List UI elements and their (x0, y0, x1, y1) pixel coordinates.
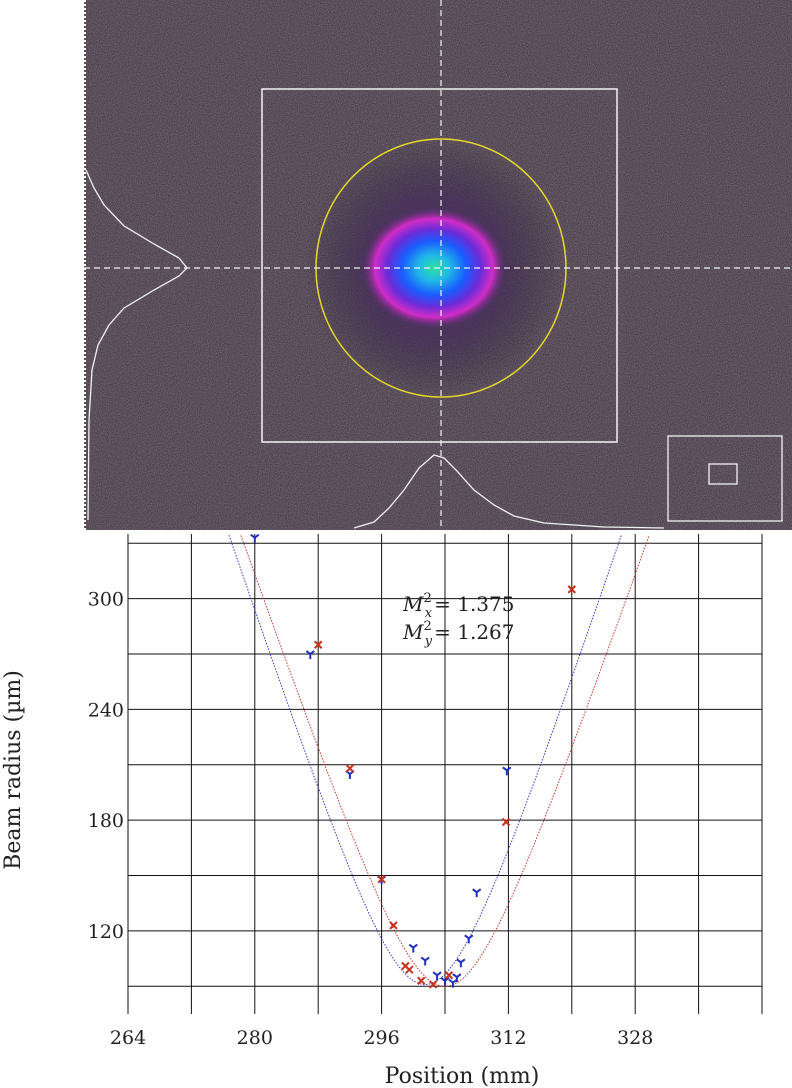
marker-stroke (448, 978, 454, 984)
marker-tri-point (502, 766, 512, 776)
svg-text:M2y= 1.267: M2 y = 1.267 (402, 619, 515, 649)
marker-stroke (456, 958, 462, 964)
my-prefix: M (402, 620, 424, 644)
y-axis-label: Beam radius (µm) (1, 670, 26, 870)
marker-x-point (417, 976, 426, 985)
fit-curve-y (240, 535, 650, 987)
marker-stroke (405, 965, 414, 974)
y-tick-label: 120 (88, 921, 124, 943)
marker-stroke (476, 888, 482, 893)
marker-stroke (460, 958, 466, 964)
marker-stroke (502, 766, 508, 772)
my-sup: 2 (423, 619, 431, 634)
vertical-profile-curve (85, 169, 188, 521)
marker-stroke (444, 971, 454, 980)
mx-prefix: M (402, 592, 424, 616)
horizontal-profile-curve (353, 454, 665, 529)
marker-stroke (432, 971, 438, 977)
marker-stroke (305, 650, 311, 655)
marker-tri-point (305, 650, 315, 659)
marker-tri-point (250, 533, 260, 543)
marker-stroke (424, 956, 430, 962)
overview-roi (708, 463, 738, 485)
roi-box (261, 88, 618, 443)
marker-stroke (254, 533, 260, 539)
marker-stroke (567, 585, 577, 594)
marker-tri-point (472, 888, 482, 898)
y-tick-label: 240 (88, 699, 124, 721)
marker-stroke (444, 976, 450, 982)
annotation-mx: M2 x = 1.375 (402, 591, 514, 621)
x-tick-label: 280 (237, 1027, 273, 1049)
my-value: = 1.267 (434, 620, 514, 644)
x-tick-label: 312 (490, 1027, 526, 1049)
marker-tri-point (432, 971, 442, 981)
marker-x-point (313, 640, 323, 649)
marker-tri-point (408, 943, 418, 953)
fit-curve-x (228, 535, 622, 986)
marker-stroke (428, 980, 438, 989)
marker-tri-point (464, 934, 474, 944)
marker-stroke (464, 934, 470, 940)
marker-stroke (472, 888, 478, 893)
marker-x-point (345, 764, 355, 773)
y-tick-label: 300 (88, 589, 124, 611)
marker-stroke (506, 766, 512, 772)
marker-stroke (440, 976, 446, 982)
x-axis-label: Position (mm) (385, 1064, 540, 1088)
y-tick-label: 180 (88, 810, 124, 832)
svg-text:M2x= 1.375: M2 x = 1.375 (402, 591, 514, 621)
x-tick-label: 296 (363, 1027, 399, 1049)
marker-stroke (412, 943, 418, 949)
marker-x-point (428, 980, 438, 989)
my-sub: y (424, 634, 433, 649)
marker-stroke (417, 976, 426, 985)
marker-stroke (420, 956, 426, 962)
data-points (250, 533, 577, 989)
mx-value: = 1.375 (434, 592, 514, 616)
beam-profile-image (84, 0, 792, 530)
x-tick-labels: 264 280 296 312 328 (110, 1027, 653, 1049)
marker-stroke (377, 875, 386, 884)
marker-stroke (452, 973, 458, 978)
marker-stroke (456, 973, 462, 978)
marker-stroke (401, 961, 410, 971)
marker-x-point (389, 921, 398, 930)
marker-stroke (313, 640, 323, 649)
annotation-my: M2 y = 1.267 (402, 619, 515, 649)
marker-stroke (389, 921, 398, 930)
x-tick-label: 264 (110, 1027, 146, 1049)
marker-x-point (405, 965, 414, 974)
marker-stroke (436, 971, 442, 977)
marker-tri-point (440, 976, 450, 986)
y-tick-labels: 120 180 240 300 (88, 589, 124, 943)
beam-radius-chart: 264 280 296 312 328 120 180 240 300 Position (m… (1, 533, 763, 1088)
marker-stroke (345, 764, 355, 773)
marker-x-point (444, 971, 454, 980)
marker-stroke (408, 943, 414, 949)
marker-tri-point (420, 956, 430, 966)
fit-curves (228, 535, 650, 987)
marker-x-point (567, 585, 577, 594)
marker-tri-point (452, 973, 462, 983)
x-tick-label: 328 (617, 1027, 653, 1049)
mx-sup: 2 (423, 591, 431, 606)
marker-x-point (377, 875, 386, 884)
marker-stroke (501, 817, 511, 827)
mx-sub: x (425, 606, 433, 621)
marker-stroke (309, 650, 315, 655)
marker-tri-point (456, 958, 466, 968)
marker-stroke (250, 533, 256, 539)
marker-stroke (468, 934, 474, 940)
marker-x-point (501, 817, 511, 827)
overview-box (667, 435, 783, 522)
